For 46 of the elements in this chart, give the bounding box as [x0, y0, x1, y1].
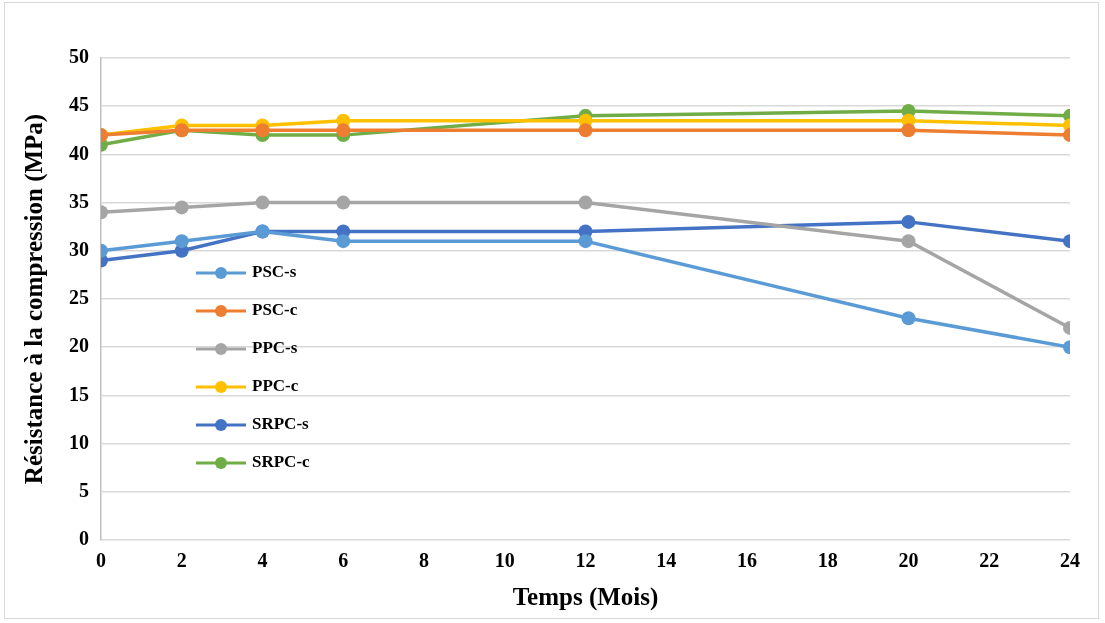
- legend-label: PSC-c: [252, 300, 298, 320]
- y-tick-label: 30: [69, 237, 89, 260]
- point: [174, 200, 189, 215]
- y-tick-label: 50: [69, 45, 89, 68]
- x-tick-label: 4: [257, 549, 268, 572]
- legend-label: SRPC-c: [252, 452, 311, 472]
- x-tick-label: 18: [817, 549, 838, 572]
- y-axis-title: Résistance à la compression (MPa): [20, 113, 49, 485]
- point: [578, 195, 593, 210]
- y-tick-label: 35: [69, 189, 89, 212]
- point: [901, 123, 916, 138]
- x-tick-label: 2: [176, 549, 187, 572]
- point: [336, 234, 351, 249]
- x-tick-label: 6: [338, 549, 349, 572]
- y-tick-label: 20: [69, 334, 89, 357]
- x-tick-label: 20: [898, 549, 919, 572]
- point: [336, 123, 351, 138]
- y-tick-label: 5: [79, 478, 89, 501]
- y-tick-label: 40: [69, 141, 89, 164]
- y-tick-label: 15: [69, 382, 89, 405]
- x-tick-label: 16: [737, 549, 757, 572]
- y-tick-label: 25: [69, 286, 89, 309]
- x-tick-label: 12: [575, 549, 596, 572]
- x-tick-label: 10: [494, 549, 515, 572]
- legend-label: PPC-c: [252, 376, 299, 396]
- y-tick-label: 45: [69, 93, 89, 116]
- point: [174, 234, 189, 249]
- point: [901, 214, 916, 229]
- point: [901, 311, 916, 326]
- x-tick-label: 8: [419, 549, 429, 572]
- x-axis-title: Temps (Mois): [512, 583, 659, 612]
- legend-label: SRPC-s: [252, 414, 310, 434]
- x-tick-label: 22: [979, 549, 1000, 572]
- legend-label: PSC-s: [252, 262, 297, 282]
- point: [255, 195, 270, 210]
- point: [578, 123, 593, 138]
- y-tick-label: 10: [69, 430, 89, 453]
- point: [901, 234, 916, 249]
- x-tick-label: 14: [656, 549, 677, 572]
- x-tick-label: 0: [96, 549, 106, 572]
- legend-label: PPC-s: [252, 338, 298, 358]
- point: [336, 195, 351, 210]
- point: [255, 123, 270, 138]
- y-tick-label: 0: [79, 527, 89, 550]
- x-tick-label: 24: [1060, 549, 1080, 572]
- point: [578, 234, 593, 249]
